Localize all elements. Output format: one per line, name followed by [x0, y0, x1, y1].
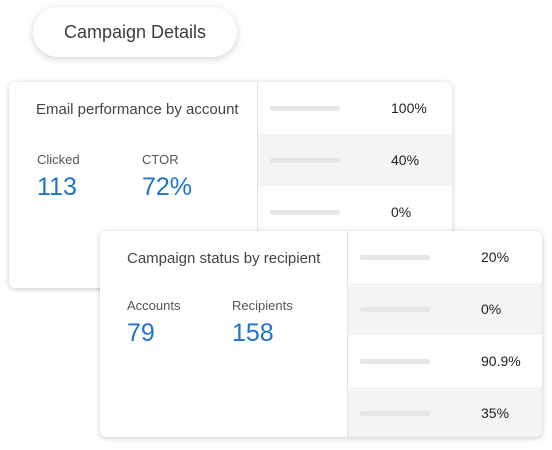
- row-percent: 0%: [391, 204, 412, 220]
- progress-bar: [360, 254, 430, 260]
- table-row: 20%: [348, 231, 542, 283]
- table-row: 0%: [348, 283, 542, 335]
- ctor-value: 72%: [142, 173, 193, 201]
- ctor-stat: CTOR 72%: [142, 152, 192, 202]
- progress-bar: [360, 306, 430, 312]
- campaign-details-label: Campaign Details: [63, 21, 207, 42]
- campaign-status-rows: 20% 0% 90.9% 35%: [348, 231, 542, 437]
- table-row: 40%: [258, 134, 452, 186]
- campaign-details-button[interactable]: Campaign Details: [33, 7, 237, 57]
- accounts-value: 79: [127, 319, 155, 347]
- recipients-stat: Recipients 158: [232, 298, 293, 348]
- table-row: 100%: [258, 82, 452, 134]
- clicked-stat: Clicked 113: [37, 152, 80, 202]
- row-percent: 20%: [481, 249, 510, 265]
- row-percent: 35%: [481, 405, 510, 421]
- row-percent: 0%: [481, 301, 502, 317]
- clicked-value: 113: [37, 173, 77, 201]
- row-percent: 90.9%: [481, 353, 521, 369]
- row-percent: 100%: [391, 100, 427, 116]
- progress-bar: [270, 157, 340, 163]
- campaign-status-title: Campaign status by recipient: [127, 250, 321, 267]
- progress-bar: [270, 105, 340, 111]
- email-performance-summary: Email performance by account Clicked 113…: [9, 82, 258, 288]
- campaign-status-card: Campaign status by recipient Accounts 79…: [100, 231, 542, 437]
- recipients-label: Recipients: [232, 298, 293, 313]
- progress-bar: [270, 209, 340, 215]
- progress-bar: [360, 358, 430, 364]
- table-row: 0%: [258, 186, 452, 238]
- campaign-status-summary: Campaign status by recipient Accounts 79…: [100, 231, 348, 437]
- progress-bar: [360, 410, 430, 416]
- email-performance-title: Email performance by account: [36, 101, 239, 118]
- accounts-stat: Accounts 79: [127, 298, 180, 348]
- row-percent: 40%: [391, 152, 420, 168]
- accounts-label: Accounts: [127, 298, 181, 313]
- ctor-label: CTOR: [142, 152, 179, 167]
- table-row: 35%: [348, 387, 542, 437]
- recipients-value: 158: [232, 319, 274, 347]
- clicked-label: Clicked: [37, 152, 80, 167]
- table-row: 90.9%: [348, 335, 542, 387]
